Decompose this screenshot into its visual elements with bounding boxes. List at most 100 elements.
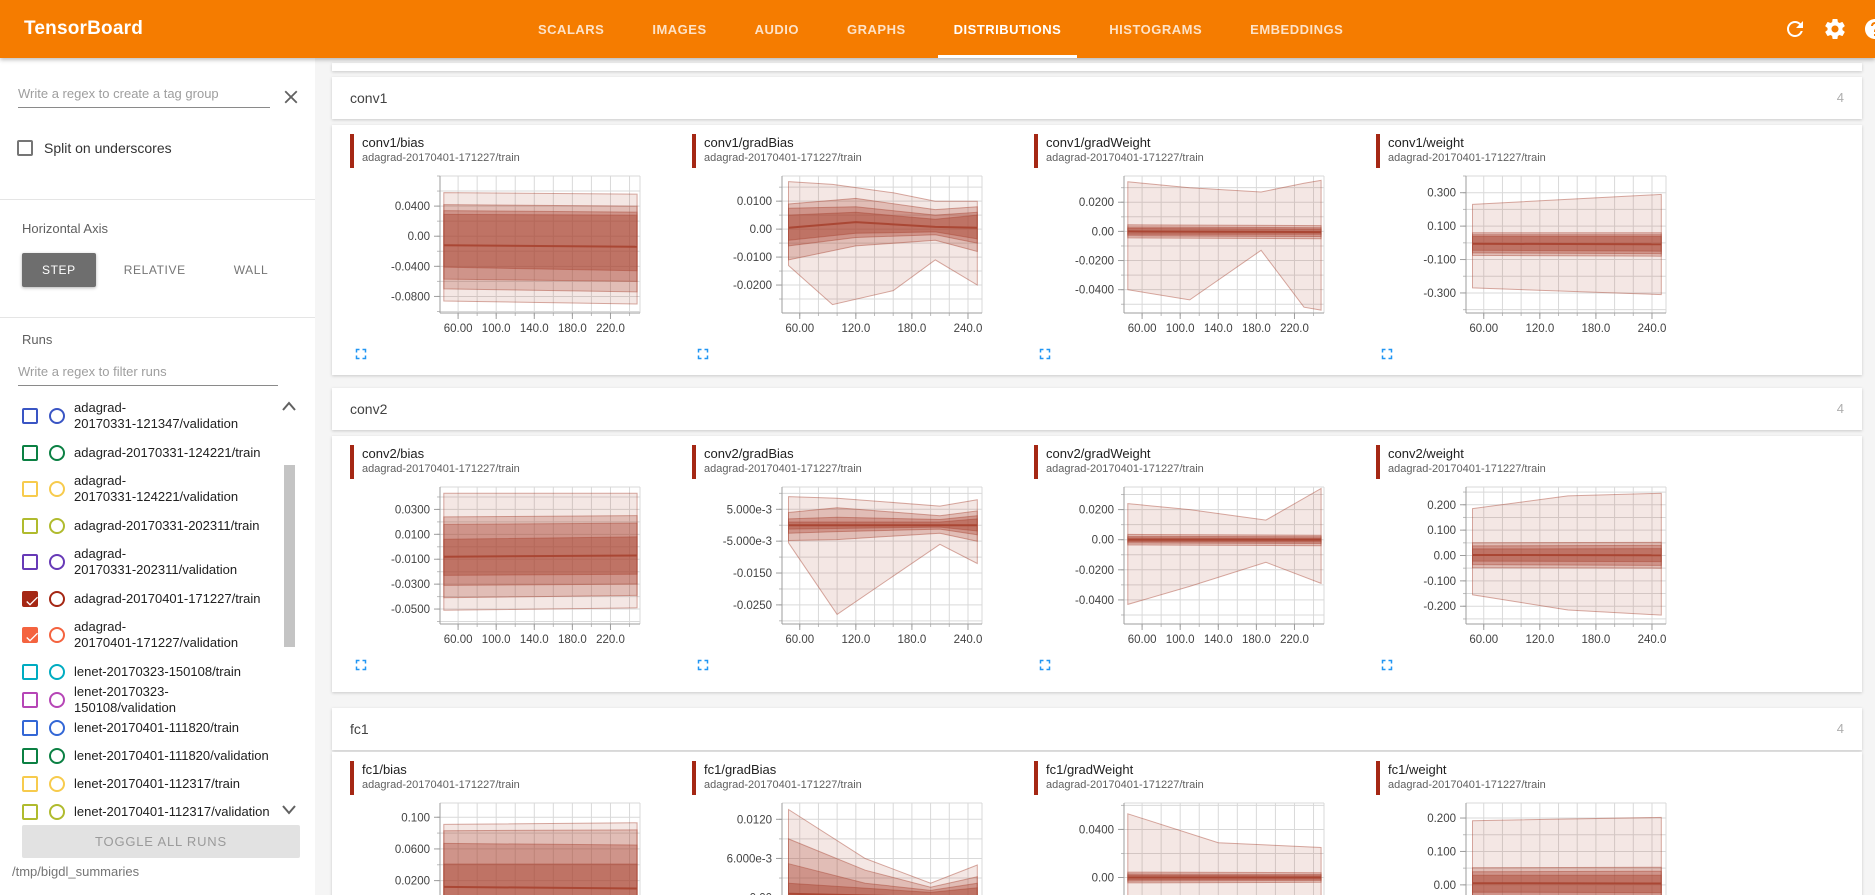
- section-header-conv2[interactable]: conv2 4: [332, 388, 1862, 430]
- run-label: adagrad-20170331-124221/train: [74, 445, 261, 460]
- run-item[interactable]: adagrad- 20170331-121347/validation: [22, 400, 290, 432]
- expand-icon[interactable]: [1036, 345, 1054, 363]
- run-color-circle[interactable]: [49, 748, 65, 764]
- svg-text:180.0: 180.0: [898, 323, 927, 335]
- run-color-circle[interactable]: [49, 554, 65, 570]
- svg-text:-0.0100: -0.0100: [733, 252, 772, 264]
- run-checkbox[interactable]: [22, 776, 38, 792]
- run-item[interactable]: adagrad- 20170331-202311/validation: [22, 546, 290, 578]
- tab-images[interactable]: IMAGES: [652, 21, 707, 37]
- run-color-circle[interactable]: [49, 664, 65, 680]
- svg-text:100.0: 100.0: [1166, 634, 1195, 646]
- expand-icon[interactable]: [352, 345, 370, 363]
- run-item[interactable]: adagrad- 20170331-124221/validation: [22, 473, 290, 505]
- svg-text:60.00: 60.00: [444, 323, 473, 335]
- run-checkbox[interactable]: [22, 591, 38, 607]
- tag-regex-input[interactable]: [18, 82, 270, 108]
- tab-histograms[interactable]: HISTOGRAMS: [1109, 21, 1203, 37]
- chart-run-name: adagrad-20170401-171227/train: [362, 779, 520, 791]
- axis-wall-button[interactable]: WALL: [214, 253, 289, 287]
- horizontal-axis-label: Horizontal Axis: [22, 221, 108, 236]
- run-checkbox[interactable]: [22, 408, 38, 424]
- run-color-circle[interactable]: [49, 481, 65, 497]
- run-checkbox[interactable]: [22, 748, 38, 764]
- run-checkbox[interactable]: [22, 445, 38, 461]
- run-item[interactable]: lenet-20170323-150108/train: [22, 664, 290, 680]
- svg-text:-0.0500: -0.0500: [391, 604, 430, 616]
- chart-titles: fc1/gradWeight adagrad-20170401-171227/tr…: [1046, 761, 1204, 795]
- run-color-circle[interactable]: [49, 627, 65, 643]
- svg-text:0.0100: 0.0100: [737, 196, 772, 208]
- split-underscores-checkbox[interactable]: [17, 140, 33, 156]
- chart-titles: fc1/gradBias adagrad-20170401-171227/trai…: [704, 761, 862, 795]
- run-item[interactable]: adagrad-20170331-124221/train: [22, 445, 290, 461]
- expand-icon[interactable]: [1378, 345, 1396, 363]
- check-icon: [26, 596, 38, 606]
- expand-icon[interactable]: [694, 345, 712, 363]
- section-header-conv1[interactable]: conv1 4: [332, 77, 1862, 119]
- axis-relative-button[interactable]: RELATIVE: [104, 253, 206, 287]
- tab-audio[interactable]: AUDIO: [754, 21, 800, 37]
- distribution-plot: 0.04000.00-0.040060.00100.0140.0180.0220…: [1079, 802, 1325, 895]
- chart-run-name: adagrad-20170401-171227/train: [1388, 779, 1546, 791]
- expand-icon[interactable]: [694, 656, 712, 674]
- charts-row: conv1/bias adagrad-20170401-171227/train 0…: [350, 134, 1862, 385]
- run-label: lenet-20170323-150108/validation: [74, 684, 176, 715]
- tab-distributions[interactable]: DISTRIBUTIONS: [937, 0, 1077, 58]
- run-checkbox[interactable]: [22, 720, 38, 736]
- help-icon[interactable]: [1863, 17, 1875, 41]
- run-color-circle[interactable]: [49, 692, 65, 708]
- expand-icon[interactable]: [352, 656, 370, 674]
- settings-icon[interactable]: [1823, 17, 1847, 41]
- svg-text:60.00: 60.00: [444, 634, 473, 646]
- run-filter-input[interactable]: [18, 360, 278, 386]
- expand-icon[interactable]: [1378, 656, 1396, 674]
- run-color-circle[interactable]: [49, 445, 65, 461]
- svg-text:240.0: 240.0: [954, 323, 983, 335]
- svg-text:-0.100: -0.100: [1423, 255, 1456, 267]
- tab-embeddings[interactable]: EMBEDDINGS: [1250, 21, 1344, 37]
- expand-icon[interactable]: [1036, 656, 1054, 674]
- run-color-circle[interactable]: [49, 518, 65, 534]
- section-header-fc1[interactable]: fc1 4: [332, 708, 1862, 750]
- run-checkbox[interactable]: [22, 664, 38, 680]
- svg-text:0.00: 0.00: [750, 893, 772, 895]
- run-item[interactable]: adagrad- 20170401-171227/validation: [22, 619, 290, 651]
- run-item[interactable]: adagrad-20170401-171227/train: [22, 591, 290, 607]
- svg-text:220.0: 220.0: [1280, 323, 1309, 335]
- scroll-down-icon[interactable]: [279, 800, 299, 818]
- toggle-all-runs-button[interactable]: TOGGLE ALL RUNS: [22, 825, 300, 858]
- run-checkbox[interactable]: [22, 554, 38, 570]
- svg-text:0.100: 0.100: [1427, 846, 1456, 858]
- run-item[interactable]: lenet-20170401-111820/validation: [22, 748, 290, 764]
- run-color-circle[interactable]: [49, 591, 65, 607]
- refresh-icon[interactable]: [1783, 17, 1807, 41]
- run-item[interactable]: lenet-20170401-112317/train: [22, 776, 290, 792]
- runs-scrollbar-thumb[interactable]: [284, 465, 295, 647]
- run-checkbox[interactable]: [22, 518, 38, 534]
- section-count-badge: 4: [1836, 401, 1844, 416]
- run-checkbox[interactable]: [22, 804, 38, 820]
- run-color-circle[interactable]: [49, 408, 65, 424]
- run-checkbox[interactable]: [22, 692, 38, 708]
- run-color-circle[interactable]: [49, 804, 65, 820]
- run-item[interactable]: lenet-20170401-111820/train: [22, 720, 290, 736]
- svg-text:0.100: 0.100: [401, 812, 430, 824]
- svg-text:100.0: 100.0: [482, 634, 511, 646]
- run-checkbox[interactable]: [22, 481, 38, 497]
- run-color-circle[interactable]: [49, 720, 65, 736]
- run-color-circle[interactable]: [49, 776, 65, 792]
- run-item[interactable]: adagrad-20170331-202311/train: [22, 518, 290, 534]
- svg-text:140.0: 140.0: [1204, 634, 1233, 646]
- scroll-up-icon[interactable]: [279, 398, 299, 416]
- tab-scalars[interactable]: SCALARS: [538, 21, 605, 37]
- axis-step-button[interactable]: STEP: [22, 253, 96, 287]
- tab-graphs[interactable]: GRAPHS: [847, 21, 906, 37]
- svg-text:220.0: 220.0: [596, 323, 625, 335]
- run-item[interactable]: lenet-20170401-112317/validation: [22, 804, 290, 820]
- svg-text:240.0: 240.0: [954, 634, 983, 646]
- close-icon[interactable]: [280, 86, 302, 108]
- run-checkbox[interactable]: [22, 627, 38, 643]
- chart-tile-fc1-gradWeight: fc1/gradWeight adagrad-20170401-171227/tr…: [1034, 761, 1376, 895]
- run-item[interactable]: lenet-20170323-150108/validation: [22, 684, 290, 715]
